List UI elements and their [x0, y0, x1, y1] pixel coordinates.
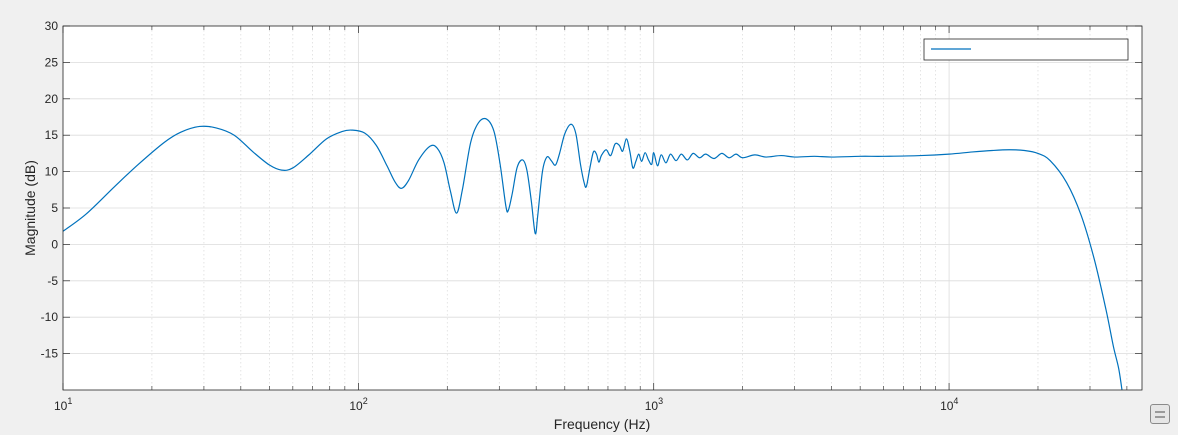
legend[interactable] — [923, 38, 1129, 61]
y-tick-label: -10 — [41, 310, 59, 324]
x-tick-label: 103 — [645, 396, 663, 413]
y-tick-label: 30 — [45, 19, 59, 33]
major-grid — [62, 25, 1142, 390]
y-tick-labels: 30 25 20 15 10 5 0 -5 -10 -15 — [41, 19, 59, 361]
y-tick-label: 10 — [45, 165, 59, 179]
y-axis-label: Magnitude (dB) — [22, 160, 38, 256]
x-tick-label: 104 — [940, 396, 958, 413]
axis-ticks — [62, 25, 1142, 390]
y-tick-label: -15 — [41, 347, 59, 361]
x-axis-label: Frequency (Hz) — [554, 416, 650, 432]
y-tick-label: 5 — [51, 201, 58, 215]
series-line-magnitude — [63, 117, 1123, 390]
minor-grid — [151, 26, 1128, 390]
x-tick-labels: 101 102 103 104 — [54, 396, 958, 413]
y-tick-label: -5 — [47, 274, 58, 288]
legend-box — [923, 38, 1129, 61]
restore-view-button[interactable] — [1150, 404, 1170, 424]
x-tick-label: 101 — [54, 396, 72, 413]
y-tick-label: 0 — [51, 237, 58, 251]
x-tick-label: 102 — [349, 396, 367, 413]
y-tick-label: 20 — [45, 92, 59, 106]
y-tick-label: 15 — [45, 128, 59, 142]
y-tick-label: 25 — [45, 55, 59, 69]
